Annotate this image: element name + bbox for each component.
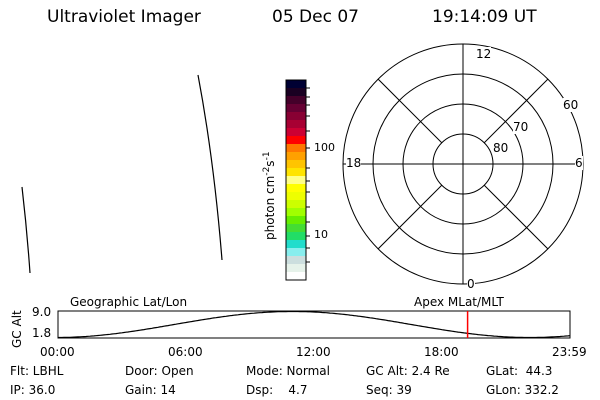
colorbar-band: [286, 112, 306, 121]
colorbar-band: [286, 272, 306, 281]
geographic-title: Geographic Lat/Lon: [70, 295, 188, 309]
xtick-2: 12:00: [296, 345, 331, 359]
xtick-4: 23:59: [552, 345, 587, 359]
time-label: 19:14:09 UT: [432, 7, 537, 27]
colorbar-band: [286, 144, 306, 153]
date-label: 05 Dec 07: [272, 7, 359, 27]
info-ip: IP: 36.0: [10, 383, 56, 397]
mlt-12-label: 12: [476, 47, 492, 61]
info-gain: Gain: 14: [125, 383, 176, 397]
colorbar-band: [286, 176, 306, 185]
aurora-arc-right: [197, 74, 223, 261]
colorbar-band: [286, 96, 306, 105]
colorbar-band: [286, 184, 306, 193]
info-glat: GLat: 44.3: [486, 364, 553, 378]
colorbar-band: [286, 104, 306, 113]
colorbar-band: [286, 240, 306, 249]
aurora-arc-left: [21, 186, 31, 274]
xtick-3: 18:00: [424, 345, 459, 359]
colorbar-band: [286, 248, 306, 257]
info-gc-alt: GC Alt: 2.4 Re: [366, 364, 450, 378]
info-filter: Flt: LBHL: [10, 364, 64, 378]
timeline-ylabel: GC Alt: [10, 310, 24, 348]
colorbar-band: [286, 120, 306, 129]
colorbar-band: [286, 200, 306, 209]
mlt-6-label: 6: [575, 156, 583, 170]
info-glon: GLon: 332.2: [486, 383, 559, 397]
lat-70-label: 70: [513, 120, 529, 134]
colorbar-band: [286, 88, 306, 97]
polar-grid: [342, 43, 584, 285]
info-dsp: Dsp: 4.7: [246, 383, 308, 397]
info-seq: Seq: 39: [366, 383, 412, 397]
info-mode: Mode: Normal: [246, 364, 330, 378]
colorbar-band: [286, 136, 306, 145]
colorbar-band: [286, 152, 306, 161]
colorbar-band: [286, 168, 306, 177]
altitude-curve: [58, 310, 571, 339]
apex-title: Apex MLat/MLT: [414, 295, 504, 309]
colorbar-band: [286, 192, 306, 201]
colorbar-band: [286, 224, 306, 233]
xtick-0: 00:00: [40, 345, 75, 359]
colorbar-band: [286, 80, 306, 89]
lat-60-label: 60: [563, 98, 579, 112]
mlt-18-label: 18: [346, 156, 362, 170]
colorbar-frame: [285, 79, 307, 281]
colorbar-band: [286, 232, 306, 241]
colorbar-label: photon cm-2s-1: [262, 151, 277, 240]
colorbar-band: [286, 264, 306, 273]
info-door: Door: Open: [125, 364, 194, 378]
colorbar-tick-100: 100: [314, 141, 335, 154]
lat-80-label: 80: [493, 141, 509, 155]
xtick-1: 06:00: [168, 345, 203, 359]
colorbar-band: [286, 208, 306, 217]
colorbar-band: [286, 256, 306, 265]
ymin-label: 1.8: [32, 326, 52, 340]
mlt-0-label: 0: [467, 277, 475, 291]
colorbar-band: [286, 216, 306, 225]
colorbar: [285, 79, 310, 281]
timeline-plot-frame: [57, 310, 571, 339]
colorbar-band: [286, 160, 306, 169]
colorbar-band: [286, 128, 306, 137]
colorbar-tick-10: 10: [314, 228, 328, 241]
instrument-title: Ultraviolet Imager: [47, 7, 201, 27]
ymax-label: 9.0: [32, 305, 52, 319]
